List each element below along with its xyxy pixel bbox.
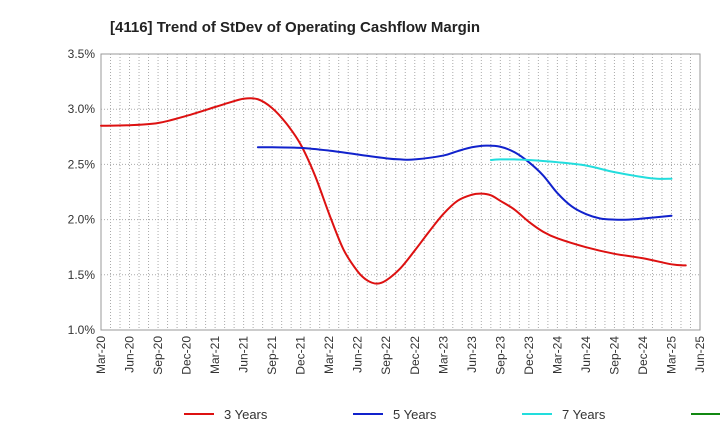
x-tick-label: Dec-20	[180, 336, 194, 375]
series-line-3-years	[100, 97, 687, 285]
x-tick-label: Jun-22	[351, 336, 365, 373]
y-tick-label: 3.5%	[68, 47, 96, 61]
x-tick-label: Sep-23	[493, 336, 507, 375]
y-tick-label: 1.0%	[68, 323, 96, 337]
x-tick-label: Mar-25	[664, 336, 678, 374]
x-tick-label: Sep-21	[265, 336, 279, 375]
x-tick-label: Dec-21	[294, 336, 308, 375]
plot-border	[100, 53, 701, 331]
x-axis: Mar-20 Jun-20 Sep-20 Dec-20 Mar-21 Jun-21 Sep-…	[94, 336, 707, 375]
y-tick-label: 3.0%	[68, 102, 96, 116]
chart-title: [4116] Trend of StDev of Operating Cashf…	[110, 19, 480, 36]
x-tick-label: Sep-20	[151, 336, 165, 375]
plot-area	[100, 53, 701, 331]
x-tick-label: Mar-20	[94, 336, 108, 374]
x-tick-label: Jun-23	[465, 336, 479, 373]
x-tick-label: Mar-24	[550, 336, 564, 374]
x-tick-label: Dec-22	[408, 336, 422, 375]
x-tick-label: Dec-23	[522, 336, 536, 375]
legend-label-5-years: 5 Years	[393, 407, 437, 422]
legend-label-7-years: 7 Years	[562, 407, 606, 422]
y-axis: 1.0% 1.5% 2.0% 2.5% 3.0% 3.5%	[68, 47, 96, 337]
x-tick-label: Mar-21	[208, 336, 222, 374]
x-tick-label: Sep-24	[607, 336, 621, 375]
x-tick-label: Jun-24	[579, 336, 593, 373]
x-tick-label: Jun-20	[123, 336, 137, 373]
x-tick-label: Jun-25	[693, 336, 707, 373]
x-tick-label: Sep-22	[379, 336, 393, 375]
x-tick-label: Dec-24	[636, 336, 650, 375]
y-tick-label: 1.5%	[68, 268, 96, 282]
y-tick-label: 2.0%	[68, 213, 96, 227]
x-tick-label: Mar-22	[322, 336, 336, 374]
x-tick-label: Jun-21	[237, 336, 251, 373]
series-line-7-years	[489, 158, 673, 180]
x-tick-label: Mar-23	[436, 336, 450, 374]
series-lines	[100, 97, 687, 285]
grid-lines	[101, 54, 700, 330]
series-line-5-years	[256, 144, 673, 221]
legend-label-3-years: 3 Years	[224, 407, 268, 422]
y-tick-label: 2.5%	[68, 157, 96, 171]
